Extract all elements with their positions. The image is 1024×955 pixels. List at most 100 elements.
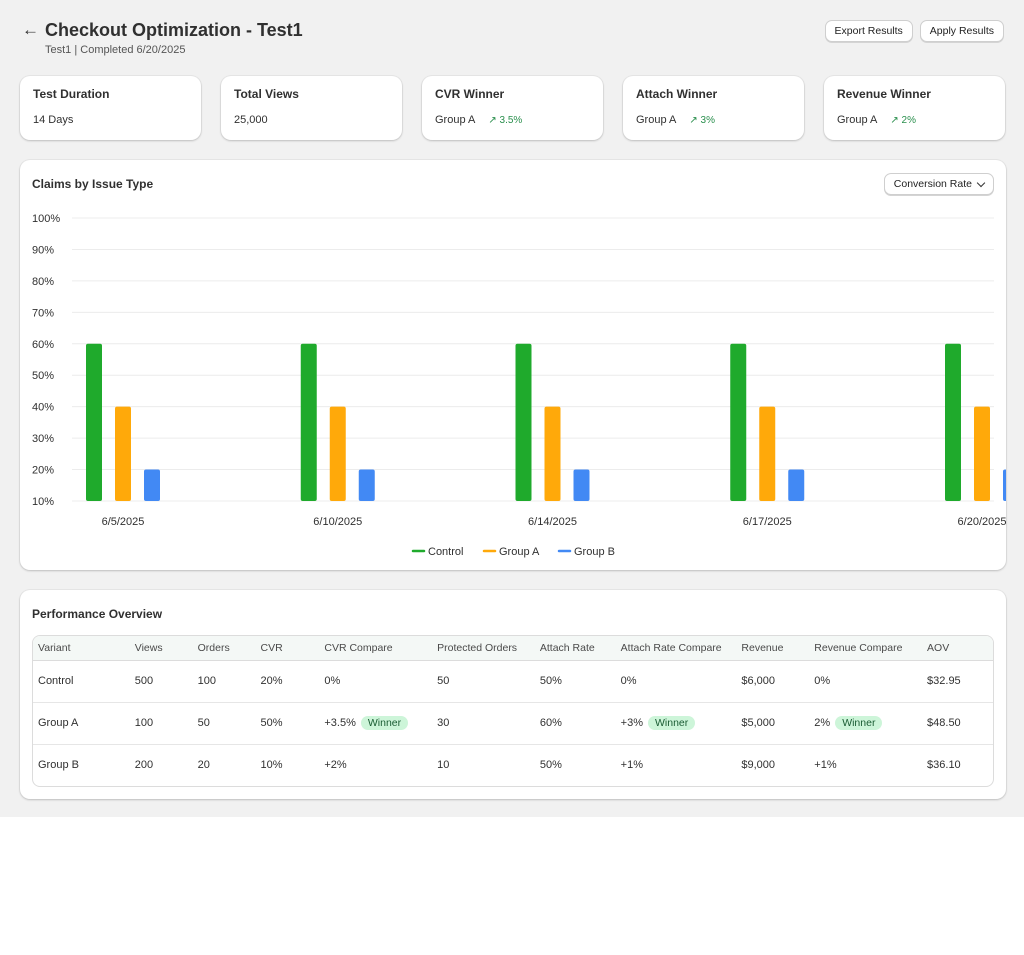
winner-badge: Winner: [648, 716, 696, 730]
summary-card-value: Group A: [837, 114, 878, 126]
summary-card-title: Total Views: [234, 87, 299, 101]
summary-card-title: Test Duration: [33, 87, 110, 101]
table-cell: 50: [192, 702, 256, 745]
column-header: Protected Orders: [432, 636, 535, 661]
y-tick-label: 30%: [32, 433, 54, 445]
table-row[interactable]: Group B 200 20 10% +2% 10 50% +1% $9,000 +1% $36.1…: [33, 744, 993, 786]
table-cell: +3% Winner: [615, 702, 737, 745]
summary-card-delta: ↗ 3.5%: [488, 115, 522, 126]
table-body: Control 500 100 20% 0% 50 50% 0% $6,000 0% $32.95 G…: [33, 660, 993, 786]
metric-dropdown[interactable]: Conversion Rate: [883, 173, 994, 195]
column-header: CVR: [255, 636, 320, 661]
x-tick-label: 6/20/2025: [958, 516, 1006, 528]
table-cell-value: 0%: [814, 675, 831, 687]
table-cell: 0%: [809, 660, 923, 703]
table-cell: $9,000: [736, 744, 809, 786]
table-cell: 20: [193, 744, 256, 786]
summary-cards: Test Duration 14 Days Total Views 25,000 CVR…: [20, 76, 1005, 140]
table-cell-value: 60%: [539, 717, 562, 729]
table-row[interactable]: Control 500 100 20% 0% 50 50% 0% $6,000 0% $32.95: [33, 660, 993, 703]
table-cell: 10%: [256, 744, 320, 786]
column-header: Views: [129, 636, 193, 661]
summary-card-value-row: 25,000: [234, 114, 389, 126]
table-cell: 50%: [534, 660, 616, 703]
bar-control: [86, 343, 102, 501]
bar-control: [300, 343, 317, 501]
table-cell-value: 30: [437, 717, 450, 729]
table-cell-value: 0%: [324, 675, 341, 687]
table-cell-value: +2%: [324, 759, 347, 772]
table-cell: Control: [33, 660, 130, 703]
table-cell: 50%: [535, 744, 616, 786]
summary-card-delta-value: 2%: [901, 114, 916, 126]
bar-group-a: [974, 406, 990, 501]
y-tick-label: 20%: [32, 465, 54, 477]
table-cell-value: 50%: [539, 759, 562, 772]
table-cell: $32.95: [922, 660, 993, 703]
y-tick-label: 10%: [32, 496, 54, 508]
page-title: Checkout Optimization - Test1: [45, 20, 303, 40]
y-tick-label: 50%: [32, 370, 54, 382]
table-cell-value: 50%: [539, 675, 562, 687]
back-arrow-icon[interactable]: ←: [22, 20, 39, 39]
table-cell: 0%: [615, 660, 737, 703]
apply-results-button[interactable]: Apply Results: [919, 20, 1004, 42]
table-cell: 20%: [255, 660, 320, 703]
table-cell: +2%: [319, 744, 432, 786]
table-cell-value: 50: [437, 675, 450, 687]
bar-chart: 100% 90% 80% 70% 60% 50% 40% 30% 20% 10% 6/5/2025 6…: [32, 213, 1006, 558]
summary-card: Attach Winner Group A ↗ 3%: [623, 76, 804, 140]
x-tick-label: 6/17/2025: [743, 516, 792, 528]
summary-card-value-row: 14 Days: [33, 114, 188, 126]
x-tick-label: 6/5/2025: [102, 516, 145, 528]
table-cell: 50: [432, 660, 535, 703]
table-cell: 60%: [534, 702, 616, 745]
y-tick-label: 40%: [32, 402, 54, 414]
chart-panel: 100% 90% 80% 70% 60% 50% 40% 30% 20% 10% 6/5/2025 6…: [20, 160, 1006, 570]
bar-group-a: [329, 406, 346, 501]
trend-up-icon: ↗: [890, 114, 899, 126]
legend-label: Group A: [499, 546, 540, 558]
table-cell: +1%: [809, 744, 922, 786]
export-results-button[interactable]: Export Results: [824, 20, 913, 42]
performance-title: Performance Overview: [32, 607, 163, 621]
table-cell: 0%: [319, 660, 433, 703]
table-cell-value: 20: [197, 759, 210, 772]
column-header: Revenue Compare: [809, 636, 923, 661]
performance-panel: Performance Overview Variant Views Orders C…: [20, 590, 1006, 799]
summary-card-value: 14 Days: [33, 114, 74, 126]
summary-card-value: Group A: [435, 114, 476, 126]
table-cell-value: 100: [197, 675, 216, 687]
table-cell: 50%: [255, 702, 320, 745]
metric-dropdown-value: Conversion Rate: [893, 178, 972, 190]
column-header: Revenue: [736, 636, 810, 661]
y-tick-label: 70%: [32, 307, 54, 319]
table-cell-value: 10: [437, 759, 450, 772]
summary-card: Test Duration 14 Days: [20, 76, 201, 140]
bar-group-b: [788, 469, 805, 501]
column-header: Orders: [192, 636, 256, 661]
table-cell: 500: [129, 660, 193, 703]
summary-card-value: Group A: [636, 114, 677, 126]
table-cell-value: 100: [134, 717, 154, 729]
summary-card-value-row: Group A ↗ 3%: [636, 114, 791, 126]
summary-card-title: Attach Winner: [636, 87, 718, 101]
bar-group-a: [759, 406, 776, 501]
table-row[interactable]: Group A 100 50 50% +3.5% Winner 30 60% +3% Winner…: [33, 702, 993, 745]
chevron-down-icon: [976, 178, 986, 187]
table-cell: +3.5% Winner: [319, 702, 433, 745]
table-cell: +1%: [616, 744, 737, 786]
table-header-row: Variant Views Orders CVR CVR Compare Protecte…: [33, 636, 993, 661]
table-cell-value: 50%: [260, 717, 283, 729]
summary-card: CVR Winner Group A ↗ 3.5%: [422, 76, 603, 140]
summary-card-delta: ↗ 3%: [689, 115, 715, 126]
chart-title: Claims by Issue Type: [32, 177, 154, 191]
table-cell-value: $9,000: [741, 759, 776, 772]
table-cell: 2% Winner: [809, 702, 923, 745]
column-header: Variant: [33, 636, 130, 661]
table-cell-value: 10%: [260, 759, 283, 772]
performance-table-wrapper: Variant Views Orders CVR CVR Compare Protecte…: [32, 635, 994, 787]
table-cell: $5,000: [736, 702, 810, 745]
winner-badge: Winner: [835, 716, 883, 730]
table-cell-value: $6,000: [741, 675, 776, 687]
